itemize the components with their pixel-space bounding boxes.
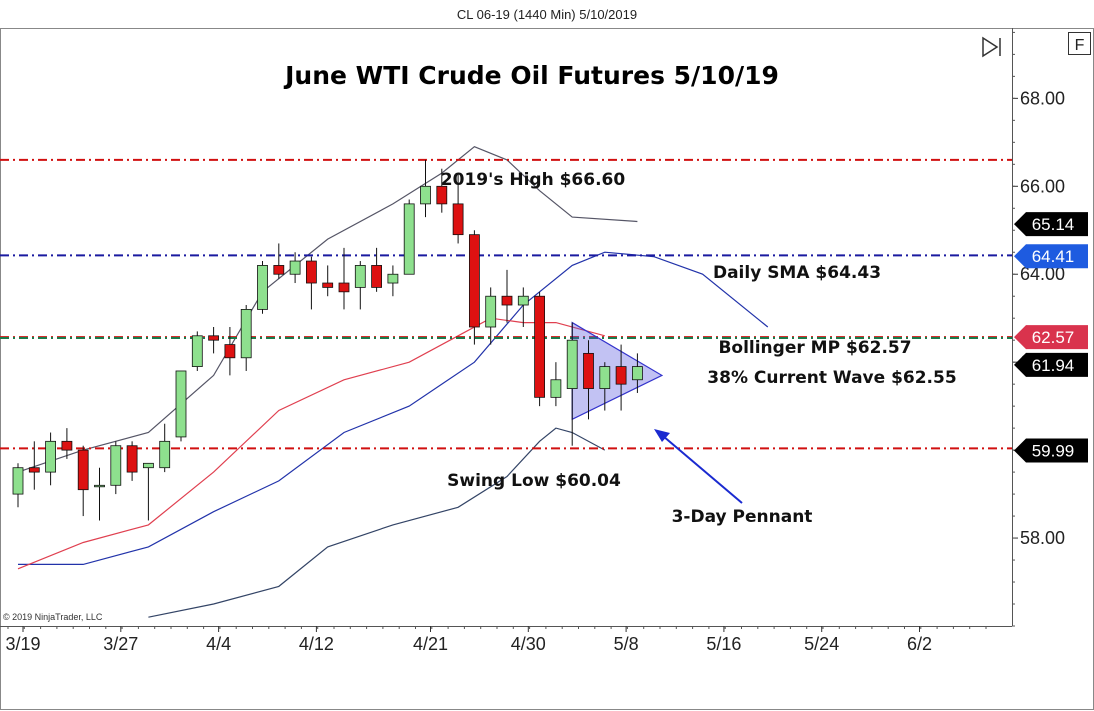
pennant-arrow-head xyxy=(654,429,670,442)
x-tick-label: 6/2 xyxy=(907,634,932,654)
candle-body xyxy=(208,335,220,341)
candle-body xyxy=(403,203,415,275)
candle-body xyxy=(28,467,40,473)
candle-body xyxy=(126,445,138,473)
x-tick-label: 3/19 xyxy=(5,634,40,654)
horizontal-levels xyxy=(0,158,1012,450)
annotation-38-current-wave: 38% Current Wave $62.55 xyxy=(707,368,956,388)
candle-body xyxy=(566,339,578,389)
annotation-bollinger-mp: Bollinger MP $62.57 xyxy=(718,338,911,358)
instrument-header: CL 06-19 (1440 Min) 5/10/2019 xyxy=(457,7,637,22)
candle-body xyxy=(387,273,399,284)
candle-body xyxy=(599,366,611,389)
x-tick-label: 4/30 xyxy=(511,634,546,654)
candle-body xyxy=(468,234,480,328)
candle-body xyxy=(354,265,366,288)
candle-body xyxy=(632,366,643,381)
candle-body xyxy=(322,282,334,288)
annotation-daily-sma: Daily SMA $64.43 xyxy=(713,263,881,283)
price-badge xyxy=(1014,352,1088,377)
candle-body xyxy=(273,265,285,275)
bollinger-mid-line xyxy=(17,317,605,570)
price-badge-label: 59.99 xyxy=(1032,442,1075,461)
copyright-notice: © 2019 NinjaTrader, LLC xyxy=(3,612,103,622)
candle-body xyxy=(436,185,448,205)
chart-title: June WTI Crude Oil Futures 5/10/19 xyxy=(283,61,779,90)
y-tick-label: 58.00 xyxy=(1020,528,1065,548)
indicator-lines xyxy=(17,146,769,618)
price-badges: 65.14 64.41 62.57 61.94 59.99 xyxy=(1014,212,1088,463)
candle-body xyxy=(501,295,513,306)
candle-body xyxy=(110,445,122,486)
pennant-arrow-shaft xyxy=(662,435,743,504)
price-badge-label: 65.14 xyxy=(1032,215,1075,234)
annotation-2019-high: 2019's High $66.60 xyxy=(441,170,626,190)
candle-body xyxy=(420,185,431,205)
candle-body xyxy=(224,344,236,359)
annotation-3-day-pennant: 3-Day Pennant xyxy=(672,507,813,527)
panel-button[interactable]: F xyxy=(1068,32,1091,55)
candle-body xyxy=(485,295,497,328)
x-tick-label: 4/12 xyxy=(299,634,334,654)
candle-body xyxy=(175,370,187,438)
bollinger-upper-line xyxy=(17,146,638,473)
price-badge xyxy=(1014,212,1088,237)
time-axis: 3/19 3/27 4/4 4/12 4/21 4/30 5/8 5/16 5/24 6/2 xyxy=(5,626,987,654)
price-badge-label: 64.41 xyxy=(1032,247,1075,266)
pennant-arrow xyxy=(654,429,743,504)
x-tick-label: 5/8 xyxy=(614,634,639,654)
candle-body xyxy=(452,203,464,236)
sma-line xyxy=(18,251,769,566)
candle-body xyxy=(61,440,73,451)
candle-body xyxy=(45,440,56,473)
candle-body xyxy=(338,282,350,293)
panel-button-box[interactable] xyxy=(1068,32,1091,55)
x-tick-label: 3/27 xyxy=(103,634,138,654)
y-tick-label: 68.00 xyxy=(1020,88,1065,108)
x-tick-label: 4/21 xyxy=(413,634,448,654)
candle-body xyxy=(191,335,203,367)
candle-body xyxy=(517,295,529,306)
play-forward-icon-triangle[interactable] xyxy=(982,36,999,58)
x-tick-label: 5/16 xyxy=(706,634,741,654)
y-tick-label: 66.00 xyxy=(1020,176,1065,196)
candle-body xyxy=(94,484,105,488)
candle-body xyxy=(77,449,89,491)
price-badge-label: 62.57 xyxy=(1032,328,1075,347)
x-tick-label: 5/24 xyxy=(804,634,839,654)
play-forward-icon[interactable] xyxy=(982,36,1001,58)
candle-body xyxy=(583,352,594,389)
candle-body xyxy=(257,265,268,310)
price-badge xyxy=(1014,438,1088,463)
price-badge-label: 61.94 xyxy=(1032,356,1075,375)
candle-body xyxy=(550,379,562,398)
bollinger-lower-line xyxy=(148,427,606,618)
candle-body xyxy=(305,260,317,284)
candle-body xyxy=(371,265,383,288)
candle-body xyxy=(289,260,301,275)
y-tick-label: 64.00 xyxy=(1020,264,1065,284)
panel-button-label[interactable]: F xyxy=(1075,37,1085,54)
candle-body xyxy=(615,366,627,385)
candle-body xyxy=(12,467,24,495)
candle-body xyxy=(142,462,154,469)
x-tick-label: 4/4 xyxy=(206,634,231,654)
candle-body xyxy=(534,295,545,398)
annotation-swing-low: Swing Low $60.04 xyxy=(447,471,621,491)
candle-body xyxy=(240,309,252,359)
candle-body xyxy=(159,440,171,469)
price-badge xyxy=(1014,325,1088,350)
chart-frame xyxy=(0,28,1094,710)
price-badge xyxy=(1014,244,1088,269)
candles xyxy=(12,159,643,521)
